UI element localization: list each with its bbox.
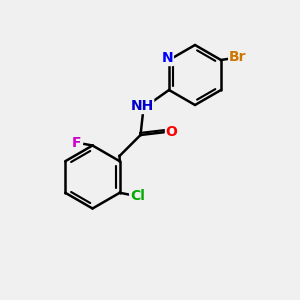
Text: NH: NH: [130, 100, 154, 113]
Text: N: N: [162, 52, 173, 65]
Text: O: O: [166, 125, 177, 139]
Text: Cl: Cl: [130, 189, 145, 203]
Text: F: F: [71, 136, 81, 149]
Text: Br: Br: [229, 50, 246, 64]
